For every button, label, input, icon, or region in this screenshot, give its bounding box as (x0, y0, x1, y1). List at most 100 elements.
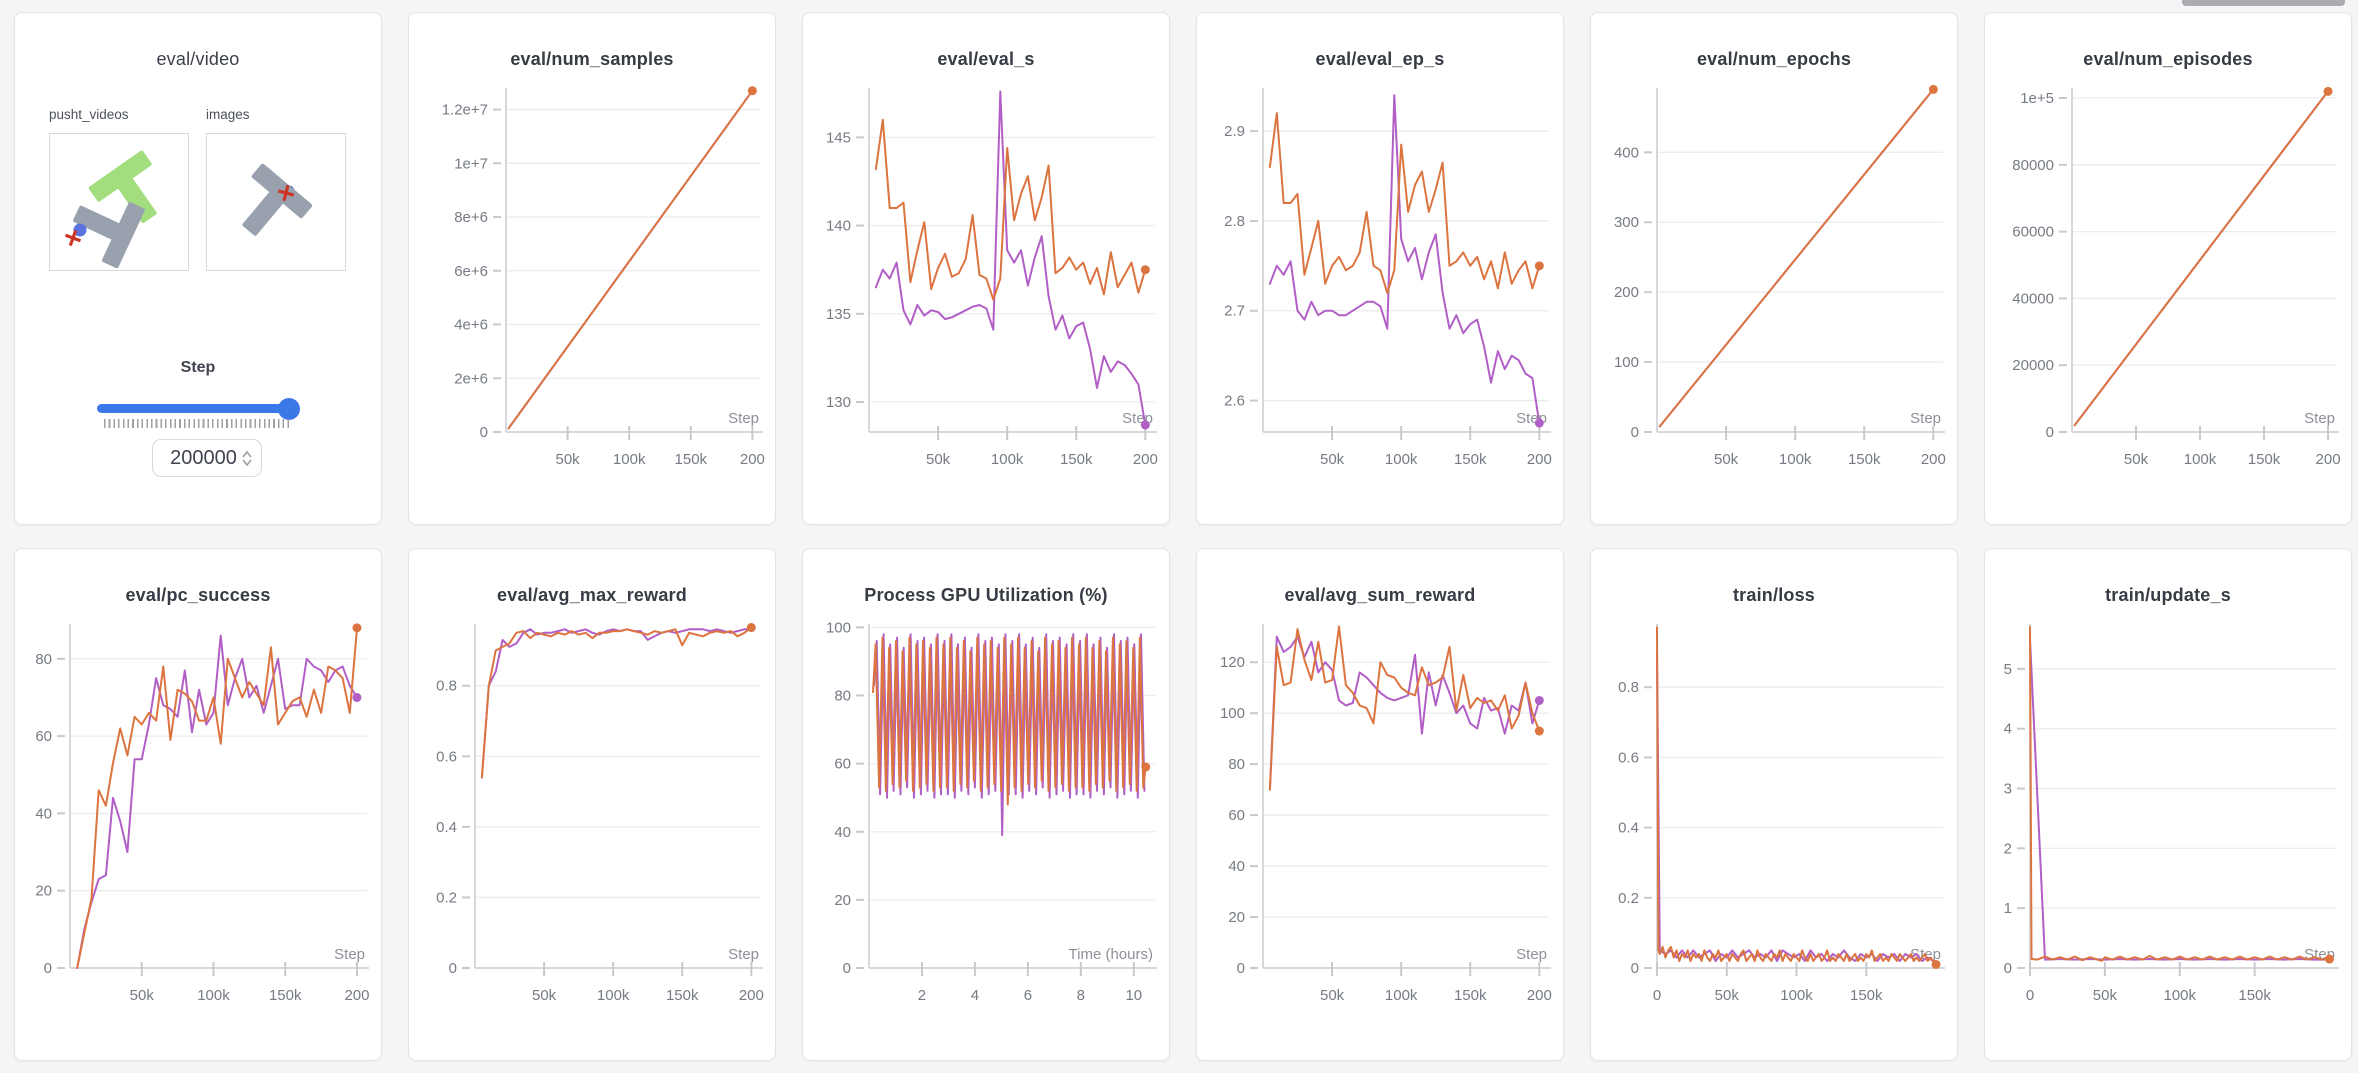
svg-text:8: 8 (1077, 987, 1085, 1004)
stepper-down-icon[interactable] (242, 459, 252, 466)
series-end-dot (1140, 420, 1150, 430)
step-input[interactable]: 200000 (152, 439, 262, 477)
series-run-1 (2073, 90, 2329, 427)
panel-eval-eval-ep-s: eval/eval_ep_s 2.6 2.7 2.8 2.9 50k 100k 150k 200… (1196, 12, 1564, 525)
svg-text:0.6: 0.6 (436, 748, 457, 765)
svg-text:150k: 150k (269, 987, 302, 1004)
svg-text:200: 200 (1133, 451, 1158, 468)
svg-text:6: 6 (1024, 987, 1032, 1004)
svg-text:0: 0 (843, 960, 851, 977)
svg-text:100: 100 (1220, 705, 1245, 722)
panel-train-update-s: train/update_s 0 1 2 3 4 5 0 50k 100k 150k Step (1984, 548, 2352, 1061)
svg-text:2.9: 2.9 (1224, 123, 1245, 140)
step-slider[interactable] (97, 404, 299, 413)
svg-text:50k: 50k (1320, 451, 1345, 468)
svg-text:0: 0 (44, 960, 52, 977)
svg-text:150k: 150k (2248, 451, 2281, 468)
svg-text:0.2: 0.2 (436, 889, 457, 906)
svg-text:0.8: 0.8 (1618, 679, 1639, 696)
svg-text:50k: 50k (2093, 987, 2118, 1004)
svg-text:150k: 150k (666, 987, 699, 1004)
svg-text:150k: 150k (675, 451, 708, 468)
panel-eval-pc-success: eval/pc_success 0 20 40 60 80 50k 100k 150k 200 St… (14, 548, 382, 1061)
panel-process-gpu-utilization: Process GPU Utilization (%) 0 20 40 60 80 100 2… (802, 548, 1170, 1061)
svg-text:100k: 100k (613, 451, 646, 468)
series-run-1 (1268, 625, 1541, 791)
svg-text:20: 20 (1228, 909, 1245, 926)
svg-text:100k: 100k (197, 987, 230, 1004)
svg-text:10: 10 (1125, 987, 1142, 1004)
svg-text:20: 20 (35, 883, 52, 900)
svg-text:140: 140 (826, 218, 851, 235)
svg-text:Step: Step (2304, 410, 2335, 427)
media-thumbnail-images[interactable] (206, 133, 346, 271)
svg-text:40: 40 (35, 805, 52, 822)
svg-text:145: 145 (826, 129, 851, 146)
series-run-1 (1268, 112, 1541, 294)
series-run-2 (2029, 638, 2331, 961)
svg-text:200: 200 (740, 451, 765, 468)
svg-text:Step: Step (728, 410, 759, 427)
series-end-dot (1534, 695, 1544, 705)
series-run-1 (1658, 88, 1935, 428)
svg-text:130: 130 (826, 394, 851, 411)
svg-text:50k: 50k (532, 987, 557, 1004)
target-cross (64, 229, 82, 247)
series-run-2 (1656, 651, 1935, 962)
svg-text:200: 200 (2316, 451, 2341, 468)
svg-text:100k: 100k (2184, 451, 2217, 468)
svg-text:0: 0 (1653, 987, 1661, 1004)
chart-title: eval/pc_success (125, 585, 271, 605)
svg-text:60: 60 (1228, 807, 1245, 824)
series-end-dot (747, 86, 757, 96)
svg-text:0.4: 0.4 (436, 819, 457, 836)
panel-eval-avg-max-reward: eval/avg_max_reward 0 0.2 0.4 0.6 0.8 50k 100k 1… (408, 548, 776, 1061)
grey-t-shape (242, 163, 313, 236)
media-thumbnail-pusht-videos[interactable] (49, 133, 189, 271)
chart-title: Process GPU Utilization (%) (864, 585, 1108, 605)
step-slider-ticks (104, 419, 292, 428)
panel-eval-eval-s: eval/eval_s 130 135 140 145 50k 100k 150k 200 Ste… (802, 12, 1170, 525)
svg-text:5: 5 (2004, 661, 2012, 678)
svg-text:2: 2 (2004, 840, 2012, 857)
series-end-dot (1140, 265, 1150, 275)
chart-canvas: 0 20 40 60 80 100 2 4 6 8 10 Time (hours) (826, 619, 1157, 1004)
panel-eval-avg-sum-reward: eval/avg_sum_reward 0 20 40 60 80 100 120 50k 100… (1196, 548, 1564, 1061)
chart-canvas: 0 20 40 60 80 100 120 50k 100k 150k 200 Step (1220, 624, 1552, 1004)
svg-text:150k: 150k (2238, 987, 2271, 1004)
chart-title: eval/avg_max_reward (497, 585, 687, 605)
chart-title: eval/avg_sum_reward (1284, 585, 1476, 605)
series-end-dot (1141, 762, 1151, 772)
svg-text:20: 20 (834, 892, 851, 909)
series-end-dot (1928, 84, 1938, 94)
series-run-2 (874, 90, 1147, 426)
green-t-shape (88, 150, 157, 224)
series-end-dot (2323, 86, 2333, 96)
svg-text:100k: 100k (1385, 987, 1418, 1004)
svg-text:0.2: 0.2 (1618, 890, 1639, 907)
svg-text:200: 200 (1614, 284, 1639, 301)
step-slider-thumb[interactable] (278, 398, 300, 420)
stepper-up-icon[interactable] (242, 450, 252, 458)
svg-text:40000: 40000 (2012, 290, 2054, 307)
agent-dot (73, 223, 87, 237)
horizontal-scrollbar[interactable] (2182, 0, 2345, 6)
series-end-dot (352, 623, 362, 633)
svg-text:60: 60 (834, 756, 851, 773)
svg-text:50k: 50k (1320, 987, 1345, 1004)
panel-train-loss: train/loss 0 0.2 0.4 0.6 0.8 0 50k 100k 150k Step (1590, 548, 1958, 1061)
svg-text:2.8: 2.8 (1224, 213, 1245, 230)
svg-text:Step: Step (1910, 410, 1941, 427)
series-end-dot (2325, 954, 2335, 964)
svg-text:400: 400 (1614, 144, 1639, 161)
target-cross (277, 184, 295, 202)
media-key-label: pusht_videos (49, 107, 129, 122)
chart-title: eval/eval_s (937, 49, 1035, 69)
svg-text:200: 200 (344, 987, 369, 1004)
chart-title: eval/num_episodes (2083, 49, 2253, 69)
